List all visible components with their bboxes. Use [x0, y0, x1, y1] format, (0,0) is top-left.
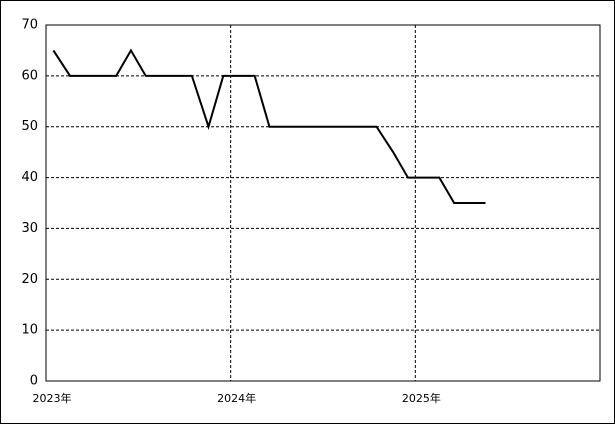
x-tick-label: 2025年 — [402, 391, 441, 405]
y-tick-label: 50 — [21, 119, 38, 134]
y-tick-label: 20 — [21, 272, 38, 287]
y-tick-label: 70 — [21, 18, 38, 33]
y-tick-label: 40 — [21, 170, 38, 185]
line — [52, 48, 486, 204]
x-tick-label: 2024年 — [217, 391, 256, 405]
y-tick-label: 30 — [21, 221, 38, 236]
y-tick-label: 60 — [21, 68, 38, 83]
y-tick-label: 10 — [21, 323, 38, 338]
plot-area — [45, 24, 601, 382]
x-tick-label: 2023年 — [33, 391, 72, 405]
y-tick-label: 0 — [30, 374, 38, 389]
